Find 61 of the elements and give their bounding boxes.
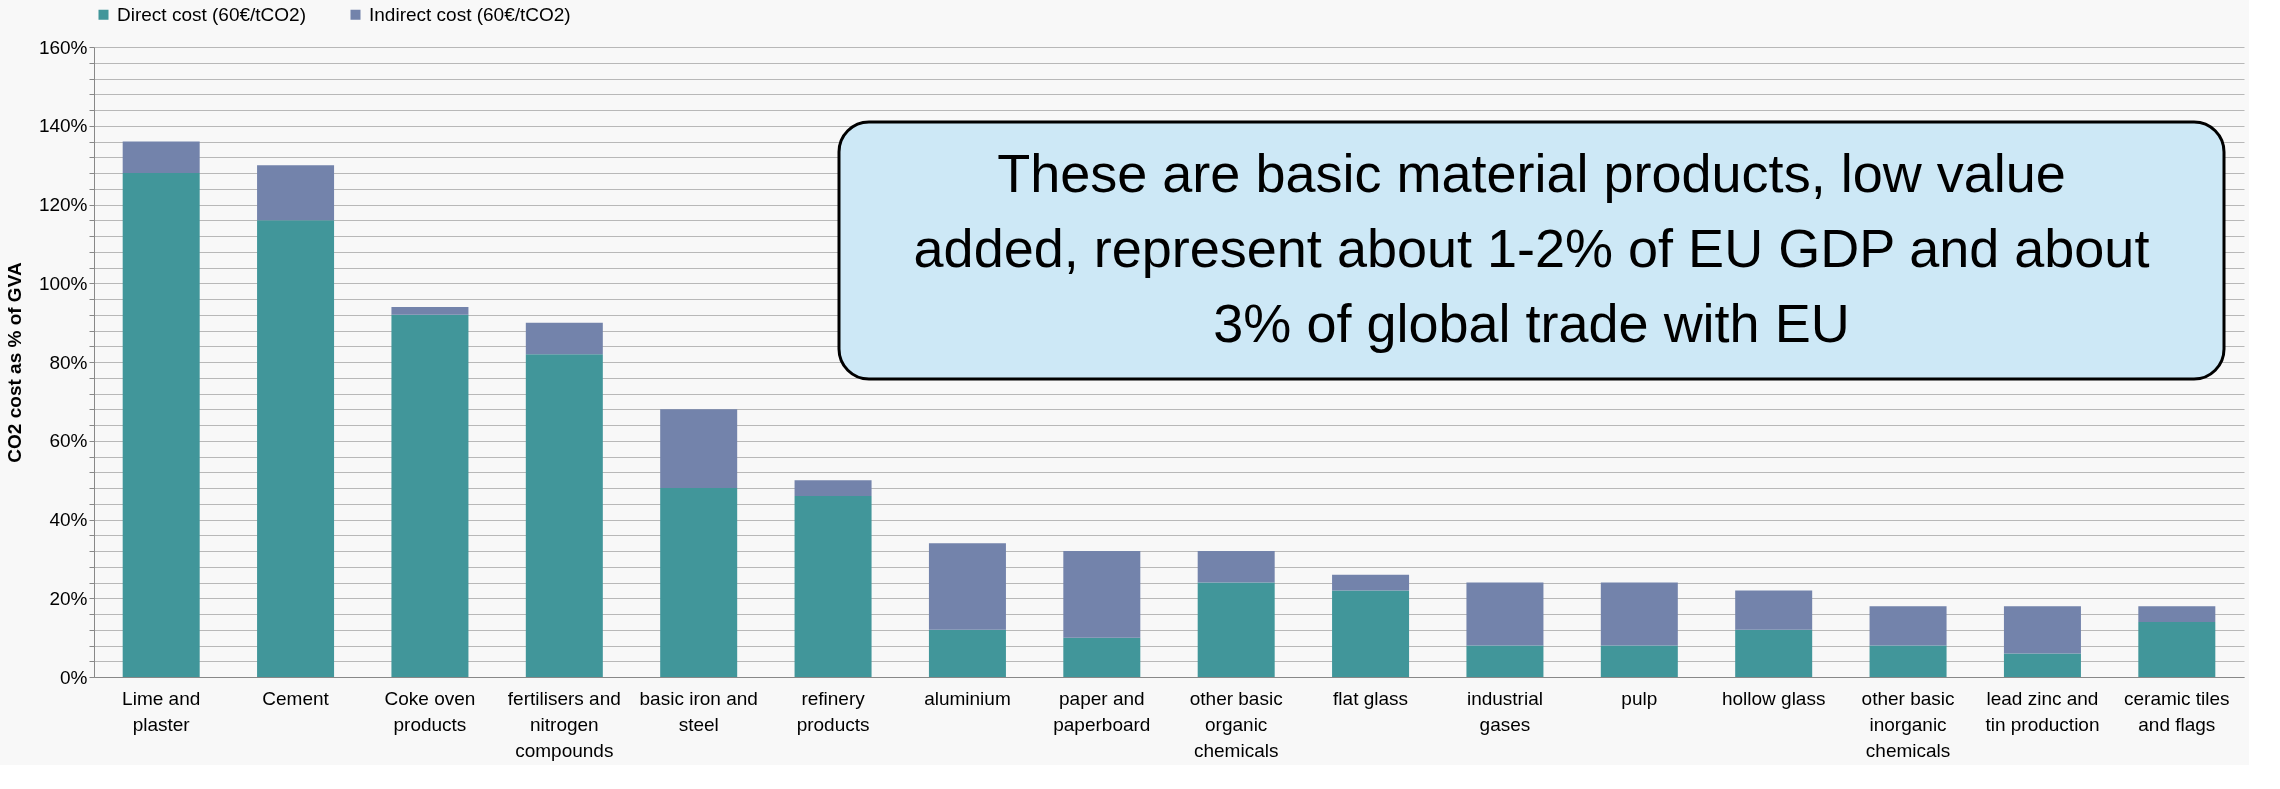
y-tick-label: 0% [60,666,88,688]
bar [257,165,335,221]
bar [2003,606,2081,654]
x-tick-label: refinery products [796,687,870,735]
x-tick-label: flat glass [1333,687,1409,709]
bar [525,322,603,355]
x-tick-label: Lime and plaster [122,687,201,735]
x-tick-label: Cement [262,687,330,709]
y-axis-title: CO2 cost as % of GVA [3,262,25,463]
bar [1869,606,1947,646]
y-tick-label: 140% [38,115,88,137]
y-tick-label: 160% [38,36,88,58]
x-tick-label: ceramic tiles and flags [2124,687,2230,735]
bar [1869,645,1947,677]
annotation: These are basic material products, low value added, represent about 1-2% of EU GDP and about 3% of global trade with EU [913,142,2150,353]
bar [122,141,200,173]
legend-label: Indirect cost (60€/tCO2) [369,3,571,25]
x-tick-label: pulp [1621,687,1658,709]
bar [1332,574,1410,591]
bar [928,543,1006,630]
bar [1197,551,1275,583]
bar [1735,629,1813,677]
bar [928,629,1006,677]
bar [1735,590,1813,630]
bar [1466,645,1544,677]
y-tick-label: 60% [49,430,88,452]
bar [794,480,872,496]
bar [1600,582,1678,646]
x-tick-label: industrial gases [1466,687,1543,735]
y-tick-label: 80% [49,351,88,373]
x-tick-label: other basic organic chemicals [1189,687,1283,761]
x-tick-label: paper and paperboard [1053,687,1151,735]
bar [525,354,603,677]
bar [1466,582,1544,646]
y-tick-label: 40% [49,509,88,530]
bar [391,306,469,315]
x-tick-label: aluminium [924,687,1011,709]
bar [1197,582,1275,677]
y-tick-label: 120% [38,194,88,215]
x-tick-label: Coke oven products [384,687,476,735]
y-tick-label: 100% [38,272,88,294]
bar [2138,621,2216,677]
y-tick-label: 20% [49,587,88,609]
bar [1332,590,1410,677]
x-tick-label: hollow glass [1721,687,1826,709]
x-tick-label: lead zinc and tin production [1985,687,2100,735]
bar [2003,653,2081,677]
bar [257,220,335,677]
bar [1063,551,1141,638]
bar [2138,606,2216,622]
legend-label: Direct cost (60€/tCO2) [117,3,306,25]
x-tick-label: basic iron and steel [639,687,758,735]
bar [794,495,872,677]
bar [1600,645,1678,677]
bar [391,314,469,677]
x-tick-label: fertilisers and nitrogen compounds [507,687,621,761]
bar [122,173,200,677]
x-tick-label: other basic inorganic chemicals [1861,687,1955,761]
bar [1063,637,1141,677]
bar [660,488,738,677]
bar [660,409,738,488]
